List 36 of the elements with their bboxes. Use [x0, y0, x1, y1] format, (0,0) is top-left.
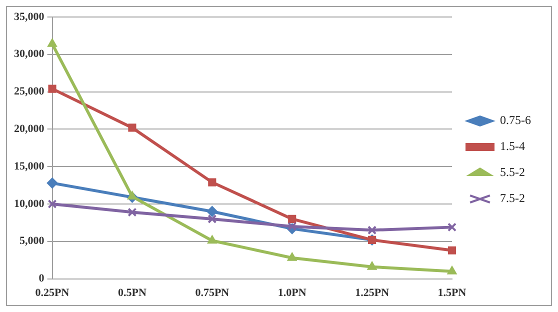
point — [208, 178, 216, 186]
point — [128, 124, 136, 132]
y-tick-label: 35,000 — [14, 10, 45, 23]
y-tick-label: 30,000 — [14, 48, 45, 60]
point — [288, 222, 297, 231]
x-tick-label: 1.0PN — [278, 287, 306, 300]
x-tick-label: 0.5PN — [118, 287, 146, 300]
x-tick-label: 0.25PN — [35, 287, 70, 300]
point — [447, 222, 457, 232]
point — [48, 199, 57, 209]
point — [127, 191, 138, 200]
y-tick-label: 20,000 — [14, 123, 45, 136]
point — [46, 178, 58, 189]
x-tick-label: 1.5PN — [438, 287, 466, 300]
point — [368, 226, 377, 235]
point — [448, 246, 456, 254]
legend-label: 5.5-2 — [500, 165, 526, 180]
legend-label: 1.5-4 — [500, 139, 526, 154]
y-tick-label: 15,000 — [14, 160, 45, 172]
point — [287, 252, 297, 261]
y-tick-label: 5,000 — [20, 235, 45, 248]
point — [207, 235, 217, 244]
y-tick-label: 0 — [38, 272, 45, 285]
point — [208, 214, 217, 224]
point — [47, 38, 58, 47]
x-tick-label: 0.75PN — [195, 287, 230, 300]
legend-label: 7.5-2 — [500, 191, 526, 206]
legend-label: 0.75-6 — [500, 113, 532, 128]
point — [128, 208, 137, 217]
x-tick-label: 1.25PN — [355, 287, 390, 300]
point — [288, 214, 296, 223]
point — [367, 261, 377, 270]
point — [206, 206, 218, 217]
y-tick-label: 25,000 — [14, 86, 45, 98]
y-tick-label: 10,000 — [14, 198, 45, 210]
point — [447, 266, 457, 274]
